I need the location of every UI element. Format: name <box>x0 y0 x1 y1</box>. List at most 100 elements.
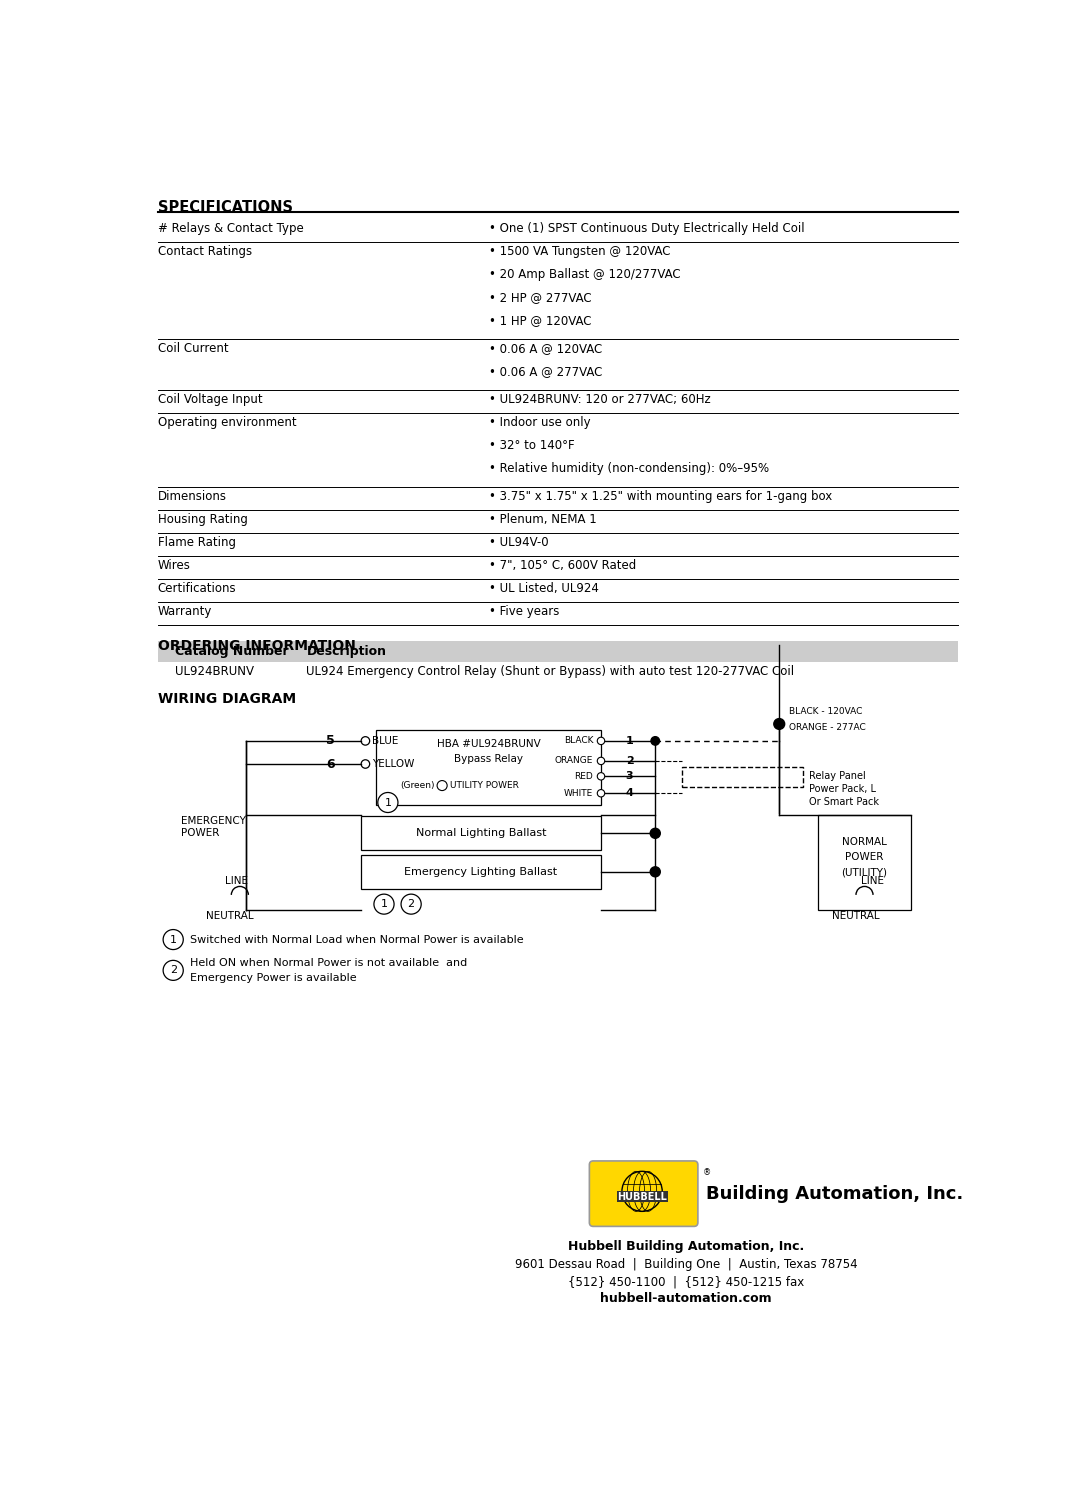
Text: NEUTRAL: NEUTRAL <box>206 912 254 921</box>
Circle shape <box>774 718 784 729</box>
Text: (UTILITY): (UTILITY) <box>841 867 888 878</box>
Text: ORANGE: ORANGE <box>555 757 593 766</box>
Text: • 2 HP @ 277VAC: • 2 HP @ 277VAC <box>489 291 591 304</box>
Circle shape <box>597 757 605 764</box>
Text: Held ON when Normal Power is not available  and: Held ON when Normal Power is not availab… <box>190 958 468 967</box>
FancyBboxPatch shape <box>158 641 957 663</box>
Text: • 20 Amp Ballast @ 120/277VAC: • 20 Amp Ballast @ 120/277VAC <box>489 268 680 282</box>
Text: Catalog Number: Catalog Number <box>175 645 288 659</box>
Text: UL924 Emergency Control Relay (Shunt or Bypass) with auto test 120-277VAC Coil: UL924 Emergency Control Relay (Shunt or … <box>307 666 794 678</box>
Text: Coil Current: Coil Current <box>158 343 228 355</box>
Text: Flame Rating: Flame Rating <box>158 536 236 550</box>
Text: Relay Panel: Relay Panel <box>808 770 865 781</box>
Text: EMERGENCY: EMERGENCY <box>181 817 246 825</box>
Text: POWER: POWER <box>181 828 220 839</box>
Text: • Indoor use only: • Indoor use only <box>489 416 591 429</box>
Text: Or Smart Pack: Or Smart Pack <box>808 797 879 808</box>
Text: RED: RED <box>574 772 593 781</box>
Text: • UL924BRUNV: 120 or 277VAC; 60Hz: • UL924BRUNV: 120 or 277VAC; 60Hz <box>489 393 710 405</box>
Text: • 0.06 A @ 277VAC: • 0.06 A @ 277VAC <box>489 365 602 378</box>
Text: Contact Ratings: Contact Ratings <box>158 244 251 258</box>
Text: 1: 1 <box>381 898 387 909</box>
Circle shape <box>651 736 659 745</box>
Circle shape <box>361 760 370 769</box>
Text: YELLOW: YELLOW <box>372 758 415 769</box>
Text: HBA #UL924BRUNV: HBA #UL924BRUNV <box>436 739 541 749</box>
Circle shape <box>378 793 398 812</box>
FancyBboxPatch shape <box>361 855 601 888</box>
Text: • 1500 VA Tungsten @ 120VAC: • 1500 VA Tungsten @ 120VAC <box>489 244 670 258</box>
Text: Housing Rating: Housing Rating <box>158 513 248 526</box>
Text: • 3.75" x 1.75" x 1.25" with mounting ears for 1-gang box: • 3.75" x 1.75" x 1.25" with mounting ea… <box>489 490 832 504</box>
Text: • One (1) SPST Continuous Duty Electrically Held Coil: • One (1) SPST Continuous Duty Electrica… <box>489 222 804 235</box>
Text: Coil Voltage Input: Coil Voltage Input <box>158 393 262 405</box>
Text: 1: 1 <box>170 934 176 945</box>
Circle shape <box>374 894 394 915</box>
Text: ®: ® <box>703 1168 712 1177</box>
Text: 2: 2 <box>626 755 633 766</box>
Text: • Five years: • Five years <box>489 605 559 618</box>
Text: Wires: Wires <box>158 559 190 572</box>
Text: 1: 1 <box>384 797 392 808</box>
Text: BLACK: BLACK <box>564 736 593 745</box>
Circle shape <box>361 736 370 745</box>
Text: ORANGE - 277AC: ORANGE - 277AC <box>789 723 865 732</box>
Text: ORDERING INFORMATION: ORDERING INFORMATION <box>158 639 356 653</box>
Text: SPECIFICATIONS: SPECIFICATIONS <box>158 200 293 216</box>
Text: hubbell-automation.com: hubbell-automation.com <box>601 1292 772 1305</box>
Text: BLUE: BLUE <box>372 736 398 746</box>
Text: NORMAL: NORMAL <box>842 837 887 846</box>
Circle shape <box>163 930 183 949</box>
FancyBboxPatch shape <box>818 815 911 910</box>
Text: 3: 3 <box>626 772 633 781</box>
Text: • UL Listed, UL924: • UL Listed, UL924 <box>489 583 598 596</box>
Text: UTILITY POWER: UTILITY POWER <box>449 781 519 790</box>
Text: POWER: POWER <box>845 852 883 863</box>
Text: 6: 6 <box>325 757 334 770</box>
Text: {512} 450-1100  |  {512} 450-1215 fax: {512} 450-1100 | {512} 450-1215 fax <box>568 1275 804 1289</box>
FancyBboxPatch shape <box>376 730 601 805</box>
Text: LINE: LINE <box>861 876 883 887</box>
Text: Emergency Lighting Ballast: Emergency Lighting Ballast <box>405 867 557 876</box>
Text: • UL94V-0: • UL94V-0 <box>489 536 548 550</box>
Circle shape <box>401 894 421 915</box>
FancyBboxPatch shape <box>590 1161 697 1226</box>
Text: # Relays & Contact Type: # Relays & Contact Type <box>158 222 304 235</box>
Text: Description: Description <box>307 645 386 659</box>
Text: Warranty: Warranty <box>158 605 212 618</box>
Text: Emergency Power is available: Emergency Power is available <box>190 973 357 983</box>
Text: 1: 1 <box>626 736 633 746</box>
Circle shape <box>597 738 605 745</box>
Text: WHITE: WHITE <box>564 788 593 797</box>
Text: (Green): (Green) <box>400 781 434 790</box>
Text: • Relative humidity (non-condensing): 0%–95%: • Relative humidity (non-condensing): 0%… <box>489 462 769 475</box>
Text: • 32° to 140°F: • 32° to 140°F <box>489 440 574 451</box>
Text: 4: 4 <box>626 788 633 799</box>
Text: Normal Lighting Ballast: Normal Lighting Ballast <box>416 828 546 839</box>
Text: BLACK - 120VAC: BLACK - 120VAC <box>789 708 862 717</box>
Circle shape <box>437 781 447 791</box>
Circle shape <box>597 773 605 781</box>
Text: • 1 HP @ 120VAC: • 1 HP @ 120VAC <box>489 314 591 328</box>
Circle shape <box>597 790 605 797</box>
Text: • 0.06 A @ 120VAC: • 0.06 A @ 120VAC <box>489 343 602 355</box>
Text: Certifications: Certifications <box>158 583 236 596</box>
Text: 5: 5 <box>325 735 334 748</box>
Text: Dimensions: Dimensions <box>158 490 226 504</box>
Text: • Plenum, NEMA 1: • Plenum, NEMA 1 <box>489 513 596 526</box>
Circle shape <box>163 961 183 980</box>
Text: Bypass Relay: Bypass Relay <box>454 754 523 764</box>
Text: Operating environment: Operating environment <box>158 416 296 429</box>
Text: Building Automation, Inc.: Building Automation, Inc. <box>706 1185 963 1202</box>
Text: WIRING DIAGRAM: WIRING DIAGRAM <box>158 691 296 706</box>
Text: Power Pack, L: Power Pack, L <box>808 784 876 794</box>
Text: Hubbell Building Automation, Inc.: Hubbell Building Automation, Inc. <box>568 1240 804 1253</box>
Text: NEUTRAL: NEUTRAL <box>832 912 880 921</box>
Text: Switched with Normal Load when Normal Power is available: Switched with Normal Load when Normal Po… <box>190 934 524 945</box>
Circle shape <box>651 867 660 876</box>
FancyBboxPatch shape <box>682 767 803 787</box>
Circle shape <box>651 828 660 839</box>
Text: HUBBELL: HUBBELL <box>617 1192 667 1202</box>
Text: 2: 2 <box>408 898 415 909</box>
Text: 2: 2 <box>170 966 176 976</box>
